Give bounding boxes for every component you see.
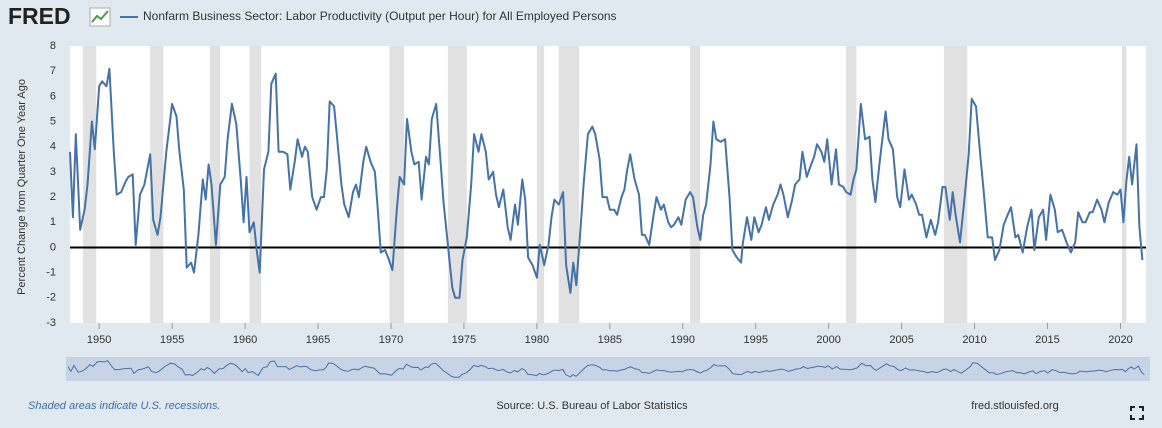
x-tick-label: 2010 — [962, 334, 986, 346]
x-tick-label: 1950 — [87, 334, 111, 346]
x-tick-label: 1955 — [160, 334, 184, 346]
y-tick-label: 4 — [50, 141, 56, 153]
y-tick-label: 6 — [50, 90, 56, 102]
y-tick-label: 8 — [50, 40, 56, 52]
logo: FRED — [8, 3, 71, 29]
x-tick-label: 1985 — [598, 334, 622, 346]
y-tick-label: 3 — [50, 166, 56, 178]
navigator[interactable] — [66, 357, 1150, 381]
plot-area — [70, 46, 1146, 323]
recession-band — [536, 46, 545, 323]
legend-label: Nonfarm Business Sector: Labor Productiv… — [143, 9, 617, 23]
recession-band — [389, 46, 405, 323]
y-tick-label: 0 — [50, 241, 56, 253]
recession-band — [558, 46, 580, 323]
recession-band — [690, 46, 701, 323]
fullscreen-icon[interactable] — [1130, 406, 1144, 420]
y-tick-label: -2 — [46, 292, 56, 304]
recession-band — [150, 46, 164, 323]
x-tick-label: 2000 — [816, 334, 840, 346]
y-tick-label: 2 — [50, 191, 56, 203]
x-tick-label: 2015 — [1035, 334, 1059, 346]
recession-band — [846, 46, 857, 323]
y-tick-label: 1 — [50, 216, 56, 228]
x-tick-label: 2005 — [889, 334, 913, 346]
logo-icon — [89, 7, 111, 27]
recession-band — [249, 46, 262, 323]
recession-band — [1121, 46, 1127, 323]
x-tick-label: 1975 — [452, 334, 476, 346]
series-line — [69, 67, 1144, 299]
y-tick-label: -3 — [46, 317, 56, 329]
y-tick-label: 7 — [50, 65, 56, 77]
x-tick-label: 2020 — [1108, 334, 1132, 346]
x-tick-label: 1965 — [306, 334, 330, 346]
source: Source: U.S. Bureau of Labor Statistics — [496, 400, 688, 412]
recession-note: Shaded areas indicate U.S. recessions. — [28, 400, 221, 412]
x-tick-label: 1960 — [233, 334, 257, 346]
y-tick-label: 5 — [50, 115, 56, 127]
x-tick-label: 1970 — [379, 334, 403, 346]
x-tick-label: 1990 — [671, 334, 695, 346]
x-tick-label: 1995 — [743, 334, 767, 346]
navigator-line — [67, 359, 1145, 378]
recession-band — [83, 46, 97, 323]
recession-band — [447, 46, 467, 323]
recession-band — [210, 46, 221, 323]
site: fred.stlouisfed.org — [971, 400, 1058, 412]
y-axis-label: Percent Change from Quarter One Year Ago — [16, 79, 28, 295]
y-tick-label: -1 — [46, 267, 56, 279]
recession-band — [943, 46, 968, 323]
x-tick-label: 1980 — [525, 334, 549, 346]
